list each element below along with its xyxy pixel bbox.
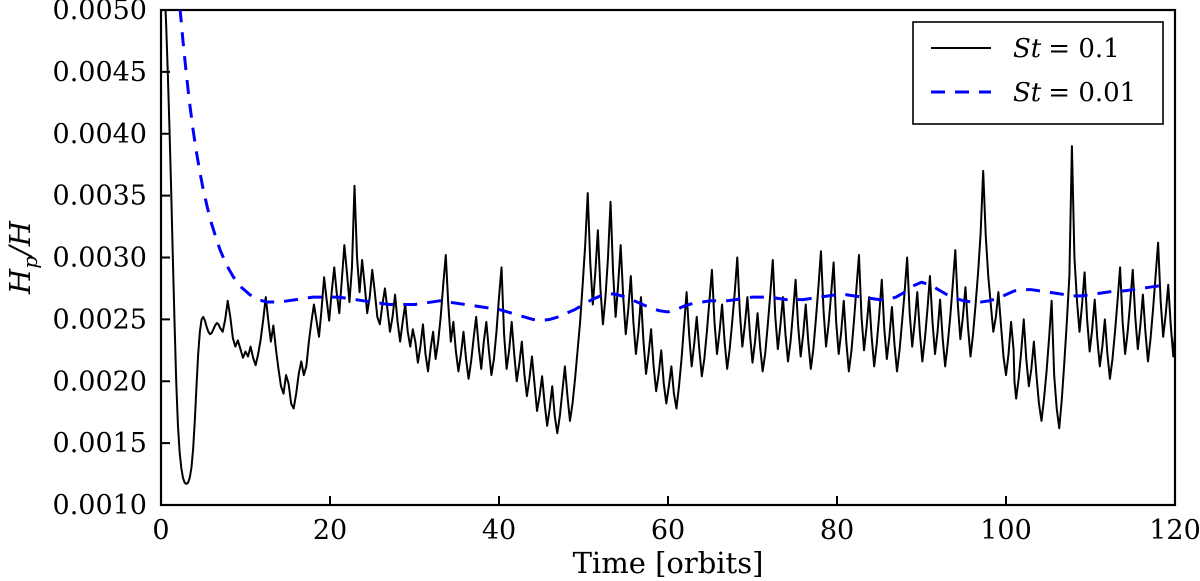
- x-tick-label-60: 60: [651, 515, 685, 546]
- axis-titles: Time [orbits] Hp/H: [3, 220, 763, 580]
- y-tick-label-0.0040: 0.0040: [53, 119, 147, 150]
- data-series-area: [164, 10, 1175, 485]
- x-tick-label-40: 40: [482, 515, 516, 546]
- y-tick-label-0.0020: 0.0020: [53, 366, 147, 397]
- y-tick-label-0.0010: 0.0010: [53, 490, 147, 521]
- y-tick-label-0.0045: 0.0045: [53, 57, 147, 88]
- series-line-2: [178, 10, 1167, 323]
- legend: St = 0.1 St = 0.01: [912, 21, 1164, 125]
- y-tick-label-0.0030: 0.0030: [53, 243, 147, 274]
- y-axis-title: Hp/H: [3, 220, 42, 295]
- legend-label-1: St = 0.1: [1013, 34, 1120, 64]
- y-tick-label-0.0035: 0.0035: [53, 181, 147, 212]
- x-tick-label-80: 80: [820, 515, 854, 546]
- x-tick-label-0: 0: [152, 515, 169, 546]
- y-tick-label-0.0025: 0.0025: [53, 304, 147, 335]
- legend-box: [912, 21, 1164, 125]
- svg-text:Hp/H: Hp/H: [3, 220, 42, 295]
- y-tick-label-0.0050: 0.0050: [53, 0, 147, 26]
- x-tick-label-100: 100: [980, 515, 1032, 546]
- series-line-1: [164, 10, 1175, 485]
- x-tick-label-120: 120: [1149, 515, 1200, 546]
- tick-marks: [160, 9, 1176, 506]
- y-tick-label-0.0015: 0.0015: [53, 428, 147, 459]
- x-axis-title: Time [orbits]: [573, 546, 764, 580]
- legend-label-2: St = 0.01: [1013, 78, 1136, 108]
- tick-labels: 0 20 40 60 80 100 120 0.0010 0.0015 0.0020 0.0025 0…: [53, 0, 1200, 546]
- x-tick-label-20: 20: [313, 515, 347, 546]
